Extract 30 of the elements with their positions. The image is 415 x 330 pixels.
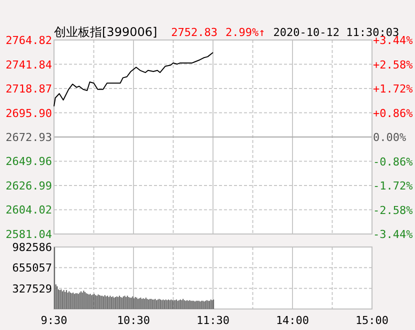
y-tick-label: 655057 [12,262,52,275]
y2-tick-label: 0.00% [373,131,406,144]
text: 2752.83 [171,26,218,39]
text: 2.99%↑ [226,26,266,39]
x-tick-label: 14:00 [276,314,310,327]
y-tick-label: 2604.02 [6,204,52,217]
y2-tick-label: +3.44% [373,34,414,47]
y-tick-label: 2626.99 [6,179,52,192]
y-tick-label: 2718.87 [6,82,52,96]
x-tick-label: 9:30 [40,314,68,327]
y-tick-label: 982586 [12,241,52,254]
chart-title: 创业板指[399006] [54,25,158,39]
x-tick-label: 15:00 [355,314,389,327]
x-tick-label: 11:30 [196,314,230,327]
y-tick-label: 2764.82 [6,34,52,47]
y2-tick-label: +0.86% [373,106,414,120]
y2-tick-label: +2.58% [373,58,414,72]
y-tick-label: 2672.93 [6,131,52,144]
x-tick-label: 10:30 [116,314,150,327]
line-series [54,52,214,107]
y-tick-label: 2649.96 [6,155,52,168]
y2-tick-label: +1.72% [373,82,414,96]
y-tick-label: 2581.04 [6,228,52,241]
y2-tick-label: -1.72% [373,180,414,192]
y-tick-label: 2695.90 [6,106,52,120]
y2-tick-label: -2.58% [373,204,414,217]
y-tick-label: 327529 [12,282,52,296]
y2-tick-label: -3.44% [373,228,414,241]
y2-tick-label: -0.86% [373,155,414,168]
y-tick-label: 2741.84 [6,58,52,72]
